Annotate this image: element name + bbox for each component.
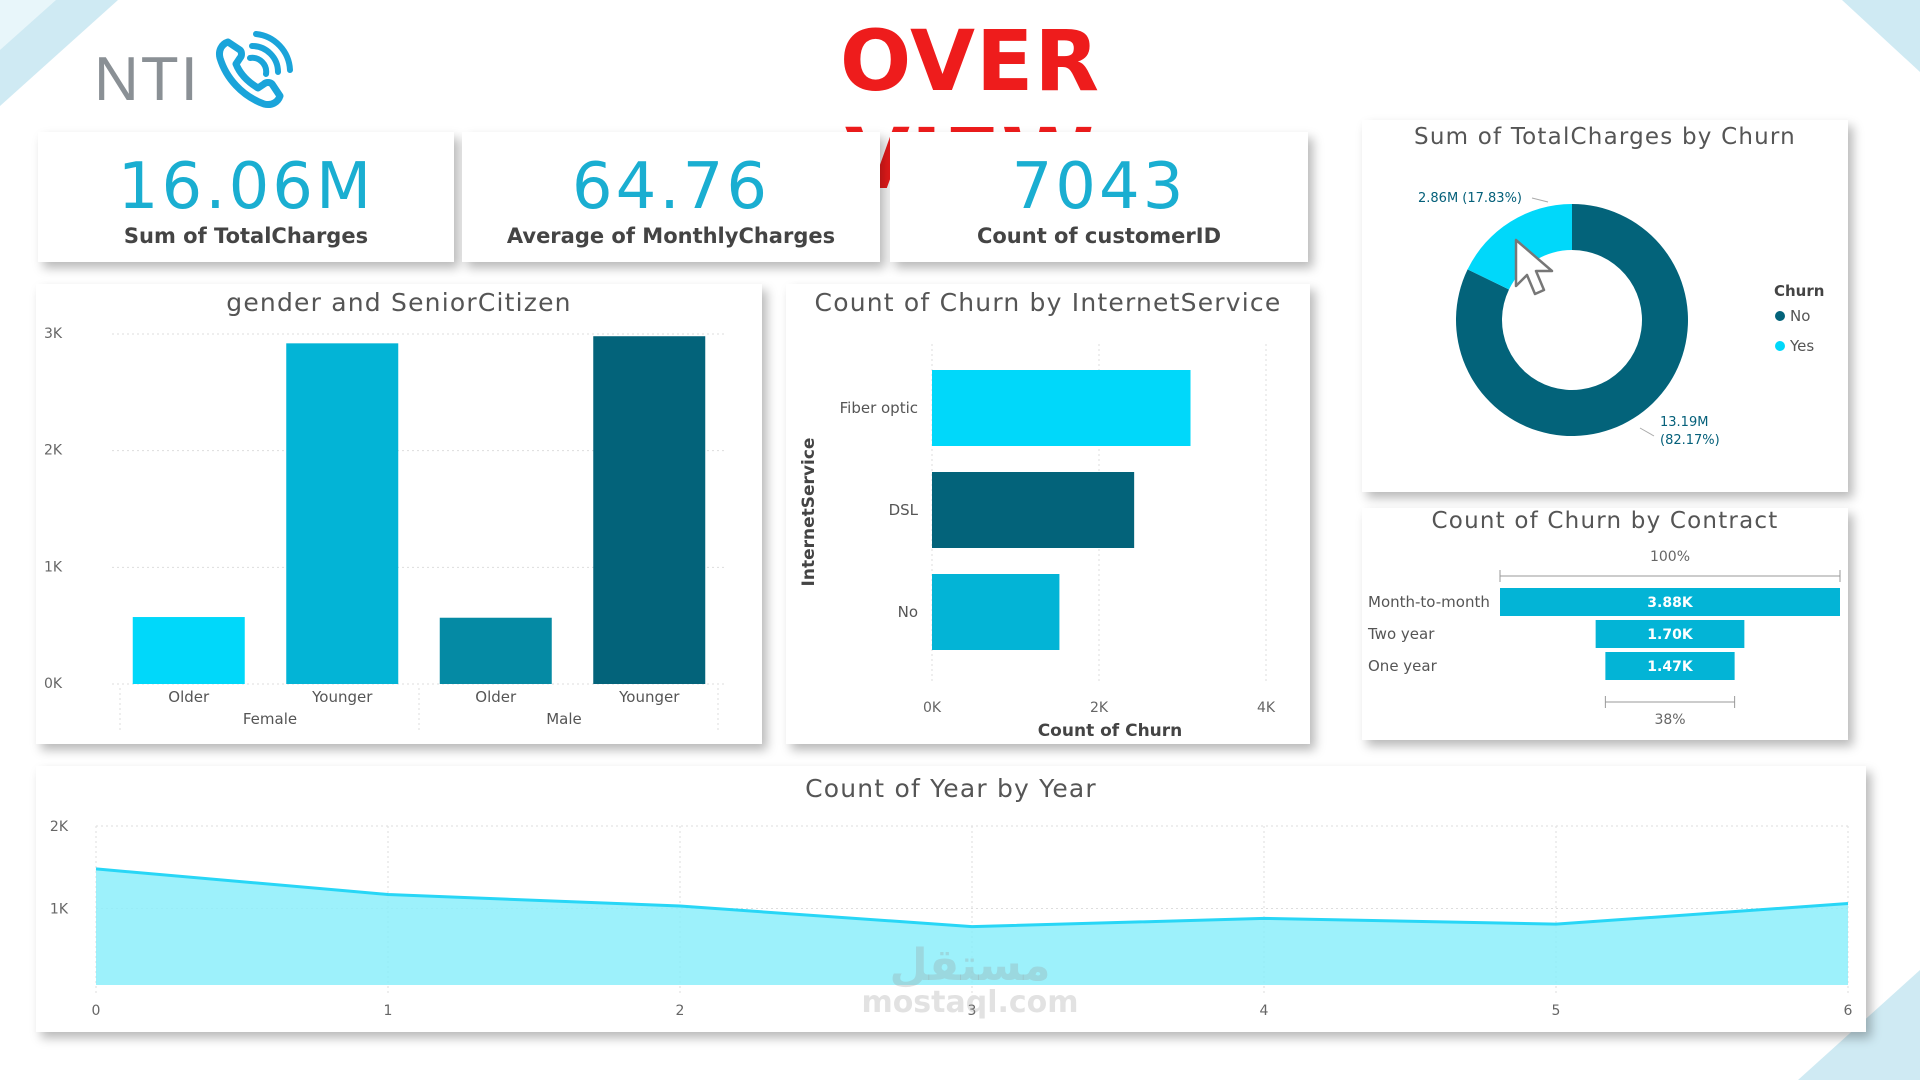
x-tick-label: 4K bbox=[1257, 700, 1276, 716]
contract-funnel-chart: 3.88K Month-to-month 1.70K Two year 1.47K One… bbox=[1367, 549, 1841, 728]
year-area-chart: 1K 2K 0 1 2 3 4 5 6 bbox=[50, 819, 1853, 1019]
x-tick-label: 4 bbox=[1260, 1003, 1269, 1019]
bar[interactable] bbox=[593, 336, 706, 684]
kpi-label: Count of customerID bbox=[976, 224, 1222, 248]
funnel-top-percent: 100% bbox=[1650, 549, 1690, 565]
x-tick-label: 2K bbox=[1090, 700, 1109, 716]
slice-percent-no: (82.17%) bbox=[1660, 433, 1720, 448]
funnel-category-label: One year bbox=[1368, 657, 1438, 675]
bar[interactable] bbox=[439, 617, 552, 684]
bar[interactable] bbox=[132, 617, 245, 684]
chart-panel-total-charges-churn[interactable]: Sum of TotalCharges by Churn 2.86M (17.8… bbox=[1362, 120, 1848, 492]
cursor-arrow-icon bbox=[1514, 238, 1554, 296]
chart-title: Count of Churn by InternetService bbox=[814, 288, 1282, 317]
bar[interactable] bbox=[932, 574, 1060, 650]
x-tick-label: 0 bbox=[92, 1003, 101, 1019]
chart-panel-year[interactable]: Count of Year by Year 1K 2K 0 1 2 3 4 5 6 bbox=[36, 766, 1866, 1032]
chart-panel-internet-service[interactable]: Count of Churn by InternetService 0K 2K 4K… bbox=[786, 284, 1310, 744]
watermark-line1: مستقل bbox=[889, 940, 1051, 991]
kpi-card-customer-count[interactable]: 7043 Count of customerID bbox=[890, 132, 1308, 262]
x-tick-label: 5 bbox=[1552, 1003, 1561, 1019]
y-tick-label: 0K bbox=[44, 676, 63, 692]
funnel-value-label: 1.70K bbox=[1647, 627, 1694, 643]
watermark-line2: mostaql.com bbox=[861, 985, 1079, 1020]
chart-title: Count of Year by Year bbox=[805, 774, 1097, 803]
kpi-value: 64.76 bbox=[571, 150, 771, 224]
y-tick-label: 3K bbox=[44, 326, 63, 342]
x-tick-label: 3 bbox=[968, 1003, 977, 1019]
x-tick-label: Older bbox=[475, 688, 517, 706]
x-tick-label: Younger bbox=[311, 688, 373, 706]
x-tick-label: Older bbox=[168, 688, 210, 706]
watermark: مستقل mostaql.com bbox=[820, 940, 1120, 1020]
legend-label-no[interactable]: No bbox=[1790, 307, 1810, 325]
bar[interactable] bbox=[932, 472, 1135, 548]
corner-stripe-top-right bbox=[1842, 0, 1920, 72]
group-label-male: Male bbox=[546, 710, 582, 728]
legend-title: Churn bbox=[1774, 282, 1824, 300]
slice-label-yes: 2.86M (17.83%) bbox=[1418, 191, 1522, 206]
slice-label-no: 13.19M bbox=[1660, 415, 1708, 430]
corner-stripe-top-left bbox=[0, 0, 118, 106]
x-axis-title: Count of Churn bbox=[1038, 721, 1183, 741]
y-tick-label: 2K bbox=[44, 443, 63, 459]
y-tick-label: Fiber optic bbox=[840, 399, 918, 417]
legend-dot-no bbox=[1775, 311, 1785, 321]
kpi-label: Average of MonthlyCharges bbox=[506, 224, 836, 248]
chart-title: Count of Churn by Contract bbox=[1431, 508, 1779, 534]
y-tick-label: 1K bbox=[44, 559, 63, 575]
funnel-bar[interactable] bbox=[1605, 652, 1735, 680]
funnel-bar[interactable] bbox=[1595, 620, 1745, 648]
chart-title: gender and SeniorCitizen bbox=[226, 288, 572, 317]
x-tick-label: 6 bbox=[1844, 1003, 1853, 1019]
internet-service-chart: 0K 2K 4K Fiber optic DSL No Count of Churn In… bbox=[799, 344, 1276, 741]
legend-label-yes[interactable]: Yes bbox=[1789, 337, 1814, 355]
funnel-bottom-percent: 38% bbox=[1654, 712, 1685, 728]
x-tick-label: Younger bbox=[618, 688, 680, 706]
y-tick-label: 2K bbox=[50, 819, 69, 835]
yes-leader-line bbox=[1531, 197, 1549, 203]
y-tick-label: No bbox=[898, 603, 918, 621]
no-leader-line bbox=[1639, 427, 1655, 437]
kpi-value: 16.06M bbox=[117, 150, 375, 224]
x-tick-label: 1 bbox=[384, 1003, 393, 1019]
legend-dot-yes bbox=[1775, 341, 1785, 351]
chart-title: Sum of TotalCharges by Churn bbox=[1414, 124, 1796, 150]
bar[interactable] bbox=[932, 370, 1191, 446]
funnel-category-label: Two year bbox=[1367, 625, 1435, 643]
y-tick-label: 1K bbox=[50, 902, 69, 918]
chart-panel-contract[interactable]: Count of Churn by Contract 3.88K Month-to… bbox=[1362, 508, 1848, 740]
chart-panel-gender[interactable]: gender and SeniorCitizen 0K 1K 2K 3K Older Yo… bbox=[36, 284, 762, 744]
funnel-bar[interactable] bbox=[1500, 588, 1840, 616]
area-line[interactable] bbox=[95, 867, 1849, 929]
kpi-card-monthly-charges[interactable]: 64.76 Average of MonthlyCharges bbox=[462, 132, 880, 262]
funnel-category-label: Month-to-month bbox=[1368, 593, 1490, 611]
funnel-value-label: 1.47K bbox=[1647, 659, 1694, 675]
y-axis-title: InternetService bbox=[799, 438, 819, 587]
x-tick-label: 0K bbox=[923, 700, 942, 716]
funnel-value-label: 3.88K bbox=[1647, 595, 1694, 611]
bar[interactable] bbox=[286, 343, 399, 684]
kpi-label: Sum of TotalCharges bbox=[123, 224, 369, 248]
donut-slice[interactable] bbox=[1456, 204, 1688, 436]
logo-text: NTI bbox=[94, 45, 200, 114]
donut-chart: 2.86M (17.83%) 13.19M (82.17%) Churn No … bbox=[1418, 191, 1824, 448]
kpi-card-total-charges[interactable]: 16.06M Sum of TotalCharges bbox=[38, 132, 454, 262]
phone-icon bbox=[216, 31, 293, 108]
group-label-female: Female bbox=[243, 710, 297, 728]
y-tick-label: DSL bbox=[889, 501, 919, 519]
kpi-value: 7043 bbox=[1011, 150, 1187, 224]
x-tick-label: 2 bbox=[676, 1003, 685, 1019]
